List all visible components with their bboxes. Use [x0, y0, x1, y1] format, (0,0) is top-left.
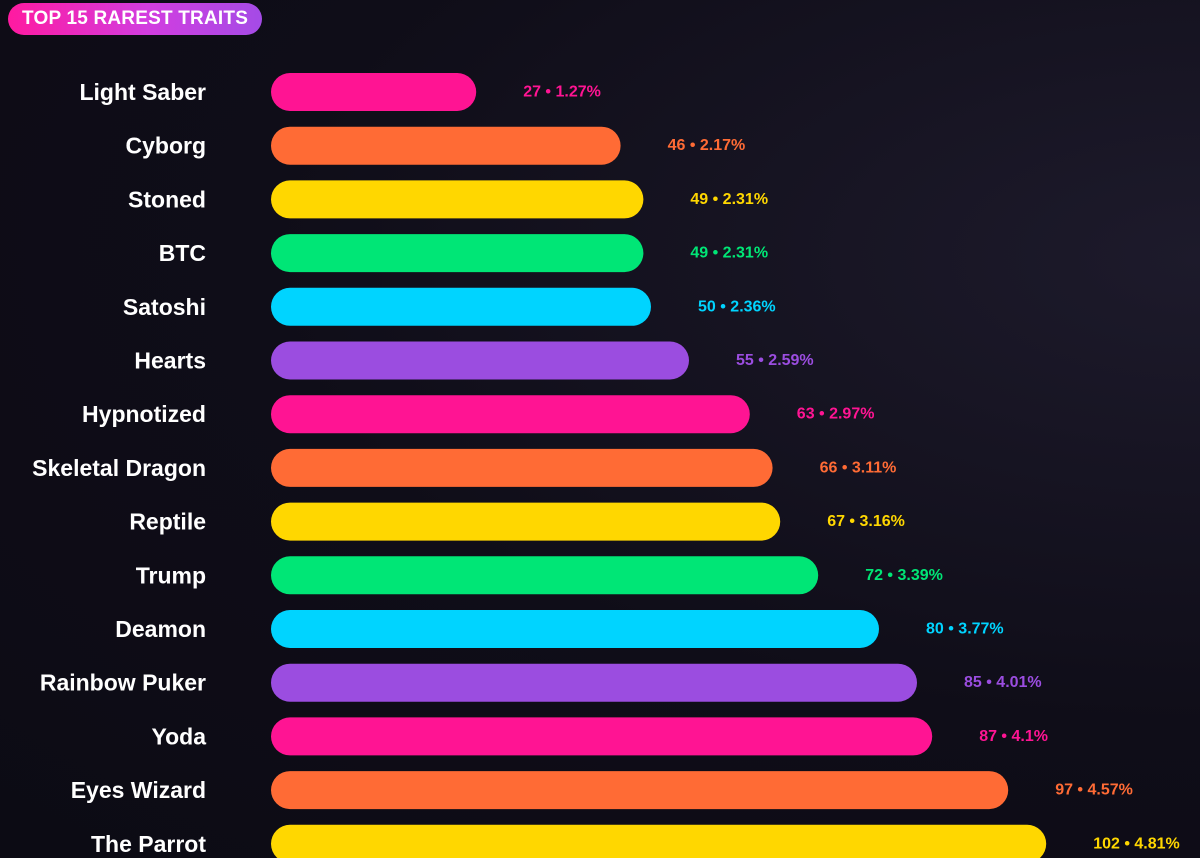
data-label: 49 • 2.31%: [690, 191, 768, 208]
category-label: Satoshi: [123, 294, 206, 320]
bar-row: Eyes Wizard 97 • 4.57%: [71, 771, 1133, 810]
bar: [271, 234, 644, 273]
data-label: 102 • 4.81%: [1093, 835, 1180, 852]
data-label: 27 • 1.27%: [523, 84, 601, 101]
bar-row: Light Saber 27 • 1.27%: [79, 73, 601, 111]
category-label: Light Saber: [79, 79, 206, 105]
bar: [271, 73, 477, 111]
data-label: 80 • 3.77%: [926, 621, 1004, 638]
category-label: Deamon: [115, 616, 206, 642]
bar: [271, 287, 651, 326]
category-label: Skeletal Dragon: [32, 455, 206, 481]
category-label: Rainbow Puker: [40, 670, 206, 696]
bar-row: Stoned 49 • 2.31%: [128, 180, 768, 219]
data-label: 50 • 2.36%: [698, 298, 776, 315]
category-label: Yoda: [151, 723, 206, 749]
bar-row: Trump 72 • 3.39%: [136, 556, 943, 595]
bar-row: Reptile 67 • 3.16%: [129, 502, 905, 541]
category-label: Hypnotized: [82, 401, 206, 427]
category-label: Reptile: [129, 509, 206, 535]
bar: [271, 824, 1047, 858]
bar: [271, 556, 819, 595]
data-label: 97 • 4.57%: [1055, 782, 1133, 799]
category-label: Trump: [136, 562, 206, 588]
data-label: 67 • 3.16%: [827, 513, 905, 530]
bar-row: Hypnotized 63 • 2.97%: [82, 395, 875, 434]
bar: [271, 341, 689, 380]
bar-row: BTC 49 • 2.31%: [159, 234, 768, 273]
title-badge: TOP 15 RAREST TRAITS: [8, 3, 263, 35]
bar: [271, 448, 773, 487]
category-label: Eyes Wizard: [71, 777, 206, 803]
data-label: 46 • 2.17%: [668, 137, 746, 154]
bar: [271, 126, 621, 165]
chart-title: TOP 15 RAREST TRAITS: [22, 8, 249, 29]
bar-row: Cyborg 46 • 2.17%: [126, 126, 746, 165]
bar-row: The Parrot 102 • 4.81%: [91, 824, 1180, 858]
bar-row: Hearts 55 • 2.59%: [134, 341, 814, 380]
data-label: 55 • 2.59%: [736, 352, 814, 369]
bar: [271, 180, 644, 219]
category-label: Hearts: [134, 348, 206, 374]
bar: [271, 610, 879, 648]
data-label: 63 • 2.97%: [797, 406, 875, 423]
category-label: BTC: [159, 240, 206, 266]
data-label: 72 • 3.39%: [865, 567, 943, 584]
category-label: Stoned: [128, 186, 206, 212]
data-label: 87 • 4.1%: [979, 728, 1048, 745]
bar-row: Deamon 80 • 3.77%: [115, 610, 1004, 648]
bar-row: Rainbow Puker 85 • 4.01%: [40, 663, 1042, 702]
bar-row: Yoda 87 • 4.1%: [151, 717, 1048, 756]
category-label: The Parrot: [91, 831, 206, 857]
bar: [271, 771, 1009, 810]
data-label: 85 • 4.01%: [964, 674, 1042, 691]
bar: [271, 663, 917, 702]
bar-row: Satoshi 50 • 2.36%: [123, 287, 776, 326]
data-label: 49 • 2.31%: [690, 245, 768, 262]
bar: [271, 717, 933, 756]
data-label: 66 • 3.11%: [820, 459, 897, 476]
bar-row: Skeletal Dragon 66 • 3.11%: [32, 448, 897, 487]
bar: [271, 395, 750, 434]
category-label: Cyborg: [126, 133, 207, 159]
bar: [271, 502, 781, 541]
